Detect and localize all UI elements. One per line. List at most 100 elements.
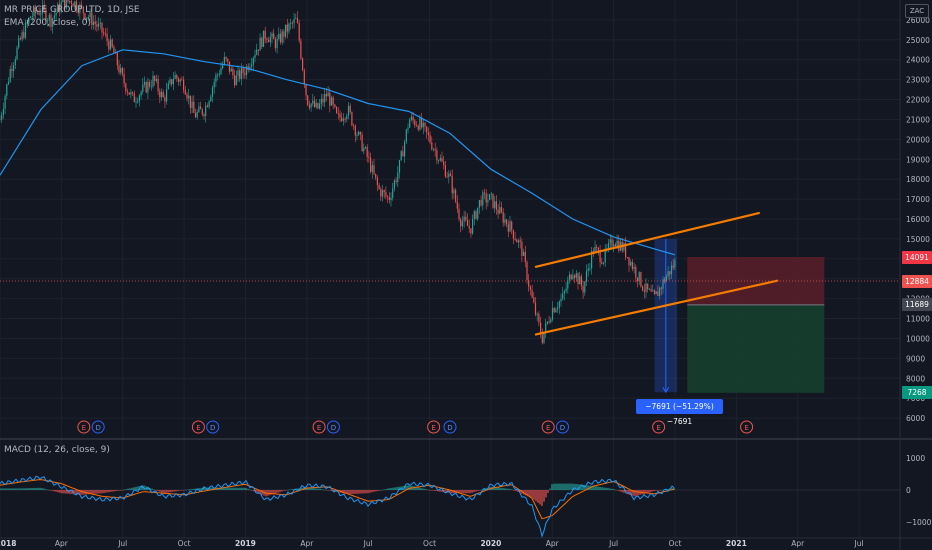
macd-histogram-bar <box>637 490 639 496</box>
macd-legend[interactable]: MACD (12, 26, close, 9) <box>4 445 110 455</box>
candle-body <box>465 216 467 221</box>
price-tick-label: 18000 <box>906 175 930 184</box>
candle-body <box>82 6 84 14</box>
candle-body <box>511 221 513 231</box>
symbol-legend[interactable]: MR PRICE GROUP LTD, 1D, JSE <box>4 5 140 15</box>
macd-histogram-bar <box>281 490 283 492</box>
candle-body <box>517 240 520 243</box>
measure-label[interactable]: −7691 (−51.29%) −7691 <box>636 399 723 426</box>
candle-body <box>50 14 52 27</box>
candle-body <box>203 114 205 116</box>
price-tick-label: 22000 <box>906 96 930 105</box>
macd-histogram-bar <box>207 487 209 490</box>
candle-body <box>41 4 44 14</box>
candle-body <box>252 57 254 65</box>
candle-body <box>422 122 424 128</box>
candle-body <box>254 54 256 58</box>
candle-body <box>7 81 10 85</box>
candle-body <box>652 290 654 292</box>
candle-body <box>482 192 484 206</box>
macd-histogram-bar <box>155 490 157 491</box>
macd-histogram-bar <box>181 490 183 491</box>
candle-body <box>361 134 363 152</box>
candle-body <box>9 68 11 82</box>
candle-body <box>356 134 358 136</box>
candle-body <box>439 158 441 161</box>
candle-body <box>495 201 497 210</box>
candle-body <box>286 24 288 32</box>
macd-histogram-bar <box>409 485 411 490</box>
macd-histogram-bar <box>45 489 47 490</box>
candle-body <box>599 250 601 263</box>
candle-body <box>162 91 164 98</box>
macd-histogram-bar <box>141 485 143 490</box>
candle-body <box>427 132 429 136</box>
candle-body <box>456 201 458 209</box>
macd-histogram-bar <box>23 488 25 490</box>
candle-body <box>330 97 333 106</box>
macd-histogram-bar <box>329 490 331 491</box>
macd-histogram-bar <box>645 490 647 494</box>
candle-body <box>91 12 93 25</box>
candle-body <box>223 56 225 65</box>
earnings-marker: E <box>77 420 91 434</box>
candle-body <box>181 79 183 81</box>
candle-body <box>291 22 293 24</box>
candle-body <box>142 84 144 92</box>
macd-histogram-bar <box>325 489 327 491</box>
candle-body <box>618 240 620 251</box>
candle-body <box>118 65 120 73</box>
earnings-marker: E <box>740 420 754 434</box>
candle-body <box>458 208 460 220</box>
candle-body <box>206 105 208 107</box>
currency-badge[interactable]: ZAC <box>905 4 929 18</box>
macd-histogram-bar <box>173 490 175 492</box>
candle-body <box>74 1 76 7</box>
candle-body <box>347 105 350 116</box>
macd-histogram-bar <box>423 488 425 490</box>
dividend-marker-circle <box>326 420 340 434</box>
macd-histogram-bar <box>667 488 669 490</box>
macd-histogram-bar <box>509 488 511 490</box>
candle-body <box>303 70 305 85</box>
candle-body <box>47 20 49 22</box>
candle-body <box>601 262 603 264</box>
macd-signal-line <box>0 479 675 520</box>
macd-histogram-bar <box>135 486 137 490</box>
macd-histogram-bar <box>27 488 29 490</box>
candle-body <box>230 68 232 72</box>
ema-legend[interactable]: EMA (200, close, 0) <box>4 18 92 28</box>
macd-histogram-bar <box>427 489 429 491</box>
candle-body <box>506 219 508 225</box>
candle-body <box>111 39 113 47</box>
candle-body <box>650 289 652 292</box>
candle-body <box>53 15 55 19</box>
candle-body <box>271 33 273 38</box>
macd-histogram-bar <box>73 490 75 495</box>
candle-body <box>526 261 528 281</box>
time-tick-label: Apr <box>300 539 314 548</box>
macd-histogram-bar <box>519 490 521 493</box>
macd-histogram-bar <box>447 490 449 493</box>
macd-histogram-bar <box>255 490 257 493</box>
candle-body <box>667 271 669 277</box>
macd-histogram-bar <box>617 490 619 491</box>
macd-histogram-bar <box>495 487 497 490</box>
candle-body <box>324 94 326 103</box>
candle-body <box>551 308 554 320</box>
candle-body <box>126 91 129 93</box>
candle-body <box>536 313 538 315</box>
macd-histogram-bar <box>225 487 227 490</box>
candle-body <box>186 94 188 99</box>
candle-body <box>636 277 639 282</box>
candle-body <box>426 126 428 133</box>
candle-body <box>145 82 147 93</box>
candle-body <box>364 147 367 148</box>
candle-body <box>381 190 384 197</box>
macd-histogram-bar <box>631 490 633 496</box>
macd-histogram-bar <box>569 483 571 490</box>
macd-histogram-bar <box>177 490 179 491</box>
earnings-marker-letter: E <box>744 424 748 432</box>
price-series <box>0 0 676 345</box>
